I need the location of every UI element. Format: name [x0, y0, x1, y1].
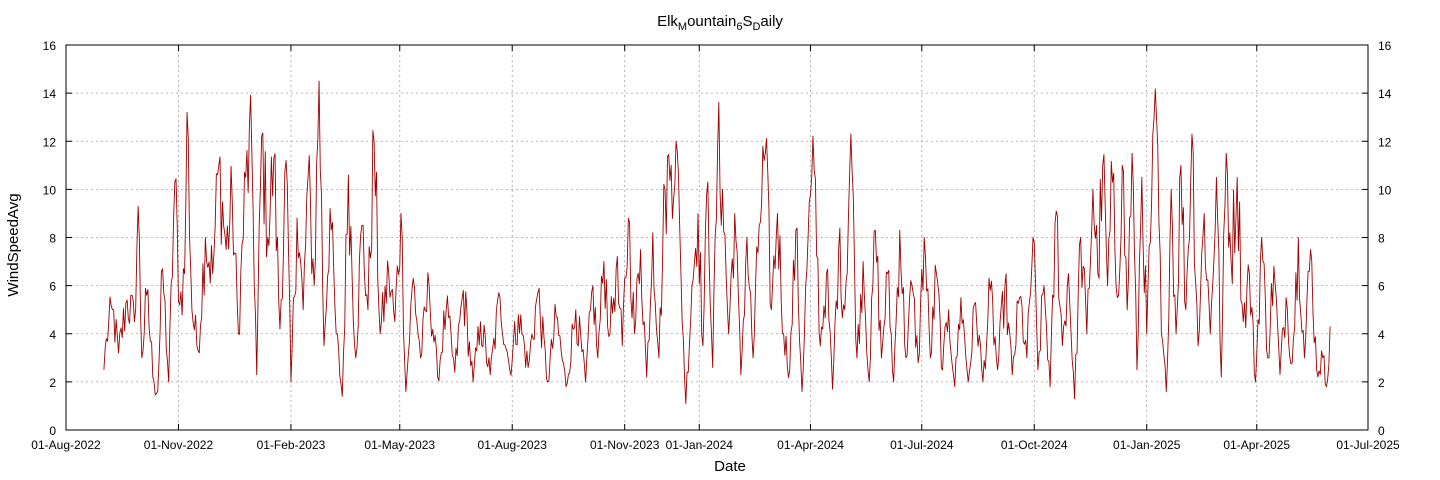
- y-tick-label-left: 10: [43, 183, 57, 197]
- x-tick-label: 01-Nov-2023: [590, 438, 660, 452]
- y-axis-title: WindSpeedAvg: [5, 193, 22, 296]
- x-tick-label: 01-Feb-2023: [257, 438, 326, 452]
- y-tick-label-right: 8: [1378, 232, 1385, 246]
- y-tick-label-right: 6: [1378, 280, 1385, 294]
- x-tick-label: 01-May-2023: [364, 438, 435, 452]
- x-tick-label: 01-Jan-2025: [1113, 438, 1181, 452]
- y-tick-label-left: 4: [49, 328, 56, 342]
- y-tick-label-right: 16: [1378, 39, 1392, 53]
- y-tick-label-left: 0: [49, 424, 56, 438]
- x-tick-label: 01-Oct-2024: [1001, 438, 1068, 452]
- x-tick-label: 01-Jul-2024: [890, 438, 954, 452]
- y-tick-label-right: 2: [1378, 376, 1385, 390]
- x-axis-title: Date: [714, 458, 746, 475]
- chart-title: ElkMountain6SDaily: [657, 13, 783, 33]
- y-tick-label-left: 8: [49, 232, 56, 246]
- y-axis-right: 0 2 4 6 8 10 12 14 16: [1378, 39, 1392, 438]
- wind-speed-series-line: [103, 80, 1331, 404]
- title-sub-2: 6: [736, 21, 742, 33]
- y-tick-label-left: 14: [43, 87, 57, 101]
- title-part-3: S: [742, 13, 752, 30]
- x-tick-label: 01-Apr-2025: [1223, 438, 1290, 452]
- y-tick-label-right: 0: [1378, 424, 1385, 438]
- y-tick-label-left: 2: [49, 376, 56, 390]
- x-tick-label: 01-Jul-2025: [1336, 438, 1400, 452]
- x-tick-label: 01-Jan-2024: [666, 438, 734, 452]
- x-tick-label: 01-Aug-2023: [478, 438, 548, 452]
- title-part-2: ountain: [687, 13, 736, 30]
- x-axis: 01-Aug-2022 01-Nov-2022 01-Feb-2023 01-May-…: [31, 438, 1400, 452]
- y-tick-label-right: 10: [1378, 183, 1392, 197]
- y-tick-label-left: 16: [43, 39, 57, 53]
- y-axis-left: 0 2 4 6 8 10 12 14 16: [43, 39, 57, 438]
- y-tick-label-left: 12: [43, 135, 57, 149]
- axis-ticks: [65, 44, 1369, 431]
- y-tick-label-right: 4: [1378, 328, 1385, 342]
- y-tick-label-left: 6: [49, 280, 56, 294]
- y-tick-label-right: 12: [1378, 135, 1392, 149]
- title-sub-3: D: [752, 21, 760, 33]
- series-layer: [103, 80, 1331, 404]
- x-tick-label: 01-Aug-2022: [31, 438, 101, 452]
- title-part-1: Elk: [657, 13, 678, 30]
- x-tick-label: 01-Apr-2024: [777, 438, 844, 452]
- y-tick-label-right: 14: [1378, 87, 1392, 101]
- x-tick-label: 01-Nov-2022: [144, 438, 214, 452]
- title-part-4: aily: [760, 13, 783, 30]
- title-sub-1: M: [678, 21, 687, 33]
